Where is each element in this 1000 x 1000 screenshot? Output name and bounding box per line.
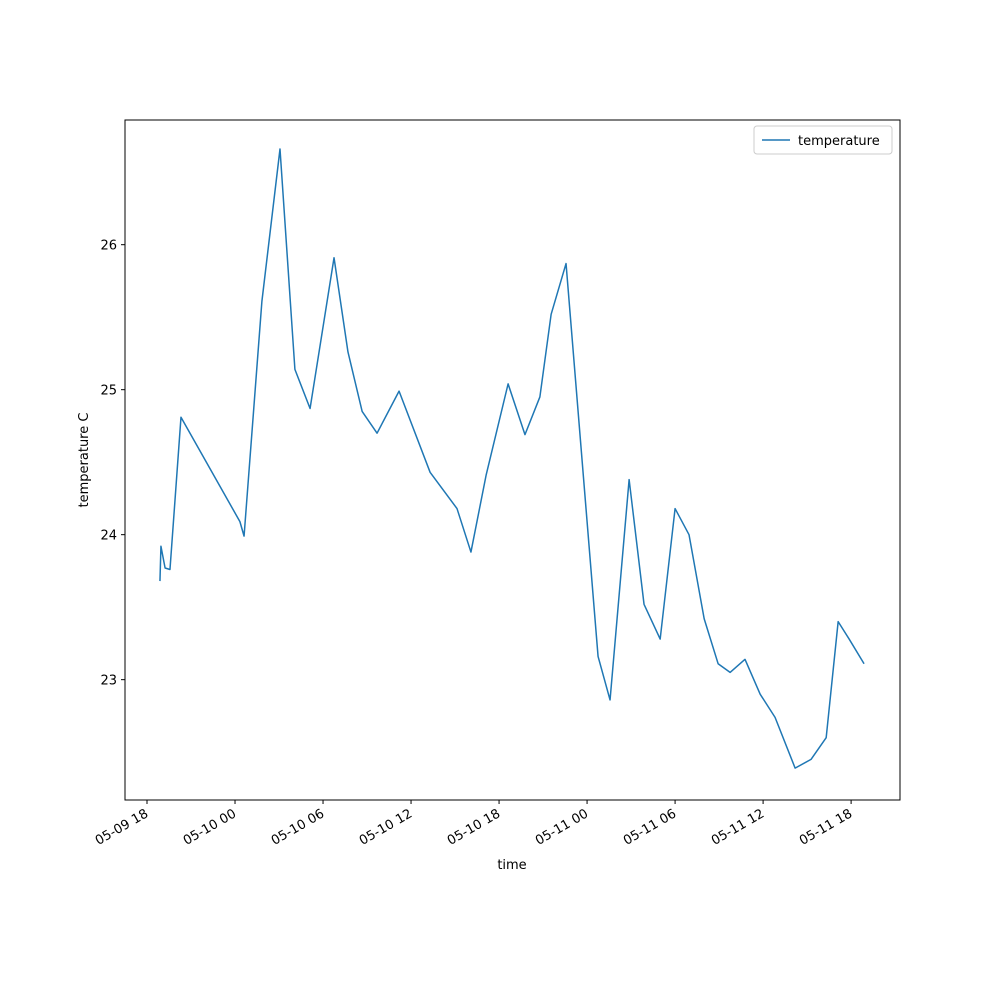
x-tick-label: 05-11 12 <box>709 806 767 848</box>
x-tick-label: 05-10 06 <box>269 806 327 848</box>
y-tick-label: 23 <box>100 674 117 689</box>
legend-box <box>753 125 893 155</box>
data-line <box>159 148 865 769</box>
y-tick-label: 24 <box>100 529 117 544</box>
x-tick-label: 05-10 12 <box>357 806 415 848</box>
x-tick-label: 05-11 00 <box>533 806 591 848</box>
plot-frame <box>124 119 901 801</box>
y-axis-label: temperature C <box>77 413 92 508</box>
x-tick-label: 05-10 18 <box>445 806 503 848</box>
x-axis-label: time <box>497 858 526 873</box>
x-tick-label: 05-10 00 <box>181 806 239 848</box>
x-tick-label: 05-09 18 <box>93 806 151 848</box>
legend: temperature <box>753 125 893 155</box>
x-tick-label: 05-11 06 <box>621 806 679 848</box>
x-tick-label: 05-11 18 <box>797 806 855 848</box>
y-tick-label: 25 <box>100 384 117 399</box>
legend-label: temperature <box>798 134 880 149</box>
y-tick-label: 26 <box>100 239 117 254</box>
